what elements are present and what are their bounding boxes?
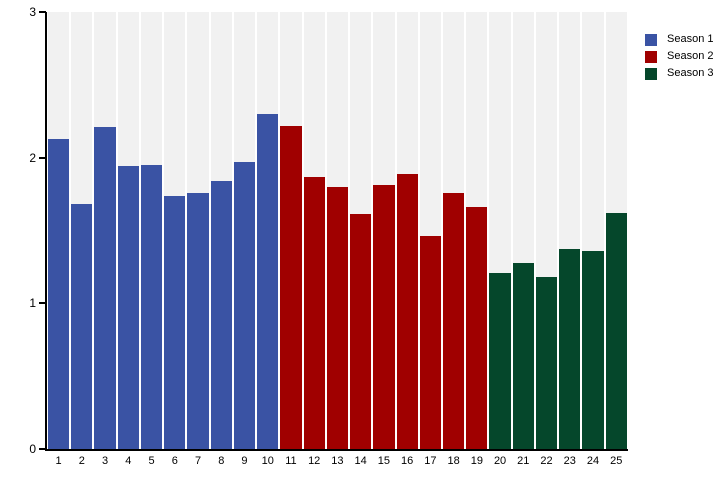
y-tick-label-1: 1 xyxy=(29,296,36,311)
legend-label: Season 3 xyxy=(667,67,714,79)
category-slot-7 xyxy=(186,12,209,449)
y-tick-label-0: 0 xyxy=(29,442,36,456)
y-tick-3 xyxy=(39,11,46,13)
x-tick-label-18: 18 xyxy=(447,455,460,467)
category-slot-3 xyxy=(93,12,116,449)
x-tick-label-11: 11 xyxy=(285,455,297,467)
bar-episode-22 xyxy=(535,277,558,449)
x-tick-label-8: 8 xyxy=(218,455,225,467)
bar-episode-18 xyxy=(442,192,465,449)
category-slot-4 xyxy=(117,12,140,449)
x-tick-label-19: 19 xyxy=(470,455,483,467)
legend-swatch-icon xyxy=(645,67,657,80)
x-tick-label-4: 4 xyxy=(125,455,132,467)
category-slot-1 xyxy=(47,12,70,449)
category-slot-11 xyxy=(279,12,302,449)
category-slot-21 xyxy=(512,12,535,449)
category-slot-23 xyxy=(558,12,581,449)
x-tick-label-12: 12 xyxy=(308,455,321,467)
category-slot-25 xyxy=(605,12,628,449)
bar-episode-1 xyxy=(48,138,70,449)
category-slot-20 xyxy=(488,12,511,449)
category-slot-12 xyxy=(303,12,326,449)
x-tick-label-5: 5 xyxy=(148,455,155,467)
category-slot-14 xyxy=(349,12,372,449)
y-tick-label-3: 3 xyxy=(29,5,36,19)
category-slot-8 xyxy=(210,12,233,449)
bar-episode-14 xyxy=(350,214,372,449)
legend-item-season-1: Season 1 xyxy=(645,31,713,48)
bar-episode-25 xyxy=(605,213,627,449)
bar-episode-9 xyxy=(233,162,256,449)
category-slot-6 xyxy=(163,12,186,449)
bar-episode-15 xyxy=(373,185,395,449)
x-tick-label-14: 14 xyxy=(354,455,367,467)
x-tick-label-7: 7 xyxy=(194,455,202,467)
category-slot-9 xyxy=(233,12,256,449)
x-tick-label-21: 21 xyxy=(517,455,530,467)
x-tick-label-13: 13 xyxy=(331,455,344,467)
y-tick-1 xyxy=(39,302,46,305)
bar-episode-11 xyxy=(280,125,302,449)
bar-episode-5 xyxy=(140,164,163,449)
x-tick-label-2: 2 xyxy=(78,455,85,467)
category-slot-17 xyxy=(419,12,442,449)
plot-area xyxy=(45,12,628,451)
x-tick-label-3: 3 xyxy=(102,455,109,467)
x-tick-label-9: 9 xyxy=(241,455,248,467)
y-tick-label-2: 2 xyxy=(29,150,36,165)
x-tick-label-6: 6 xyxy=(171,455,178,467)
category-slot-15 xyxy=(372,12,395,449)
x-tick-label-1: 1 xyxy=(55,455,62,467)
bar-episode-24 xyxy=(582,250,604,449)
legend-item-season-2: Season 2 xyxy=(645,48,713,65)
bar-episode-4 xyxy=(117,166,139,449)
legend-label: Season 2 xyxy=(667,50,714,62)
y-tick-2 xyxy=(39,156,46,159)
bar-episode-13 xyxy=(326,186,349,449)
x-tick-label-23: 23 xyxy=(563,455,576,467)
bar-episode-20 xyxy=(489,272,511,449)
bars-row xyxy=(47,12,628,449)
category-slot-5 xyxy=(140,12,163,449)
bar-episode-19 xyxy=(466,207,488,449)
legend: Season 1 Season 2 Season 3 xyxy=(645,31,713,82)
category-slot-10 xyxy=(256,12,279,449)
x-tick-label-22: 22 xyxy=(540,455,553,467)
legend-swatch-icon xyxy=(645,33,657,46)
bar-episode-7 xyxy=(187,192,209,449)
x-axis-labels: 1 2 3 4 5 6 7 8 9 10 11 12 13 14 15 16 17 18 19 20 21 22 23 24 2… xyxy=(47,454,628,468)
category-slot-19 xyxy=(465,12,488,449)
bar-episode-21 xyxy=(512,262,534,449)
bar-episode-10 xyxy=(257,113,279,449)
legend-item-season-3: Season 3 xyxy=(645,65,713,82)
bar-episode-23 xyxy=(559,249,581,449)
x-tick-label-20: 20 xyxy=(493,455,507,467)
bar-episode-17 xyxy=(419,236,441,449)
bar-episode-12 xyxy=(303,176,325,449)
bar-episode-16 xyxy=(396,173,418,449)
bar-episode-8 xyxy=(210,180,232,449)
bar-episode-6 xyxy=(164,195,186,449)
category-slot-2 xyxy=(70,12,93,449)
x-tick-label-10: 10 xyxy=(261,455,274,467)
legend-label: Season 1 xyxy=(667,33,714,45)
x-tick-label-15: 15 xyxy=(377,455,391,467)
category-slot-13 xyxy=(326,12,349,449)
x-tick-label-24: 24 xyxy=(586,455,600,467)
bar-episode-2 xyxy=(71,204,93,449)
category-slot-16 xyxy=(396,12,419,449)
category-slot-22 xyxy=(535,12,558,449)
x-tick-label-17: 17 xyxy=(424,455,437,467)
category-slot-24 xyxy=(581,12,604,449)
y-tick-0 xyxy=(39,448,46,450)
x-tick-label-16: 16 xyxy=(401,455,414,467)
x-tick-label-25: 25 xyxy=(610,455,623,467)
category-slot-18 xyxy=(442,12,465,449)
legend-swatch-icon xyxy=(645,50,657,63)
bar-episode-3 xyxy=(94,127,116,449)
